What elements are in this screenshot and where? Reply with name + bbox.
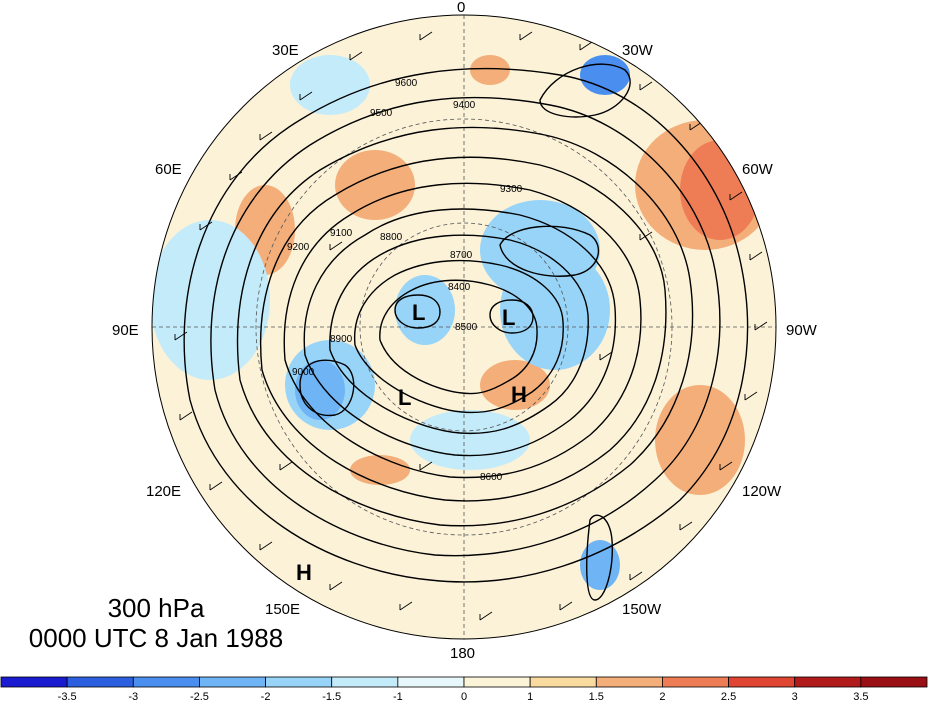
contour-label: 9100: [330, 228, 353, 239]
contour-label: 9500: [370, 108, 393, 119]
colorbar-tick-label: 1.5: [589, 691, 604, 702]
contour-label: 9300: [500, 184, 523, 195]
contour-label: 9400: [453, 100, 476, 111]
longitude-label: 150W: [622, 601, 662, 618]
high-center-marker: H: [511, 382, 527, 407]
colorbar-tick-label: 3.5: [853, 691, 868, 702]
colorbar-tick-label: -1.5: [322, 691, 341, 702]
colorbar-box: [529, 676, 597, 688]
graticule: [152, 15, 776, 639]
colorbar-box: [662, 676, 729, 688]
colorbar-box: [463, 676, 531, 688]
colorbar-box: [265, 676, 333, 688]
contour-label: 9000: [292, 367, 315, 378]
low-center-marker: L: [412, 300, 425, 325]
wind-barbs: [174, 31, 768, 621]
colorbar-tick-label: 1: [527, 691, 533, 702]
longitude-label: 60E: [155, 161, 182, 178]
colorbar-tick-label: -2.5: [190, 691, 209, 702]
pressure-centers: L L L H H: [296, 300, 527, 585]
low-center-marker: L: [398, 385, 411, 410]
colorbar-tick-label: -1: [393, 691, 403, 702]
low-center-marker: L: [502, 305, 515, 330]
colorbar-tick-label: 3: [792, 691, 798, 702]
colorbar-box: [331, 676, 399, 688]
valid-time-title: 0000 UTC 8 Jan 1988: [28, 623, 284, 653]
contour-labels: 9600 9500 9400 9300 9200 9100 9000 8900 …: [287, 78, 523, 483]
colorbar-box: [794, 676, 862, 688]
longitude-label: 30W: [622, 42, 654, 59]
colorbar-tick-label: -3: [128, 691, 138, 702]
longitude-label: 90W: [786, 322, 818, 339]
colorbar-box: [199, 676, 266, 688]
longitude-label: 90E: [112, 322, 139, 339]
contour-label: 8500: [455, 322, 478, 333]
polar-map: 9600 9500 9400 9300 9200 9100 9000 8900 …: [112, 0, 818, 662]
longitude-label: 60W: [742, 161, 774, 178]
contour-label: 9600: [395, 78, 418, 89]
longitude-label: 30E: [272, 42, 299, 59]
colorbar-box: [860, 676, 928, 688]
longitude-label: 120W: [742, 483, 782, 500]
longitude-labels: 0 30W 60W 90W 120W 150W 180 150E 120E 90…: [112, 0, 818, 662]
longitude-label: 180: [450, 645, 475, 662]
contour-label: 8600: [480, 472, 503, 483]
height-contours: [183, 63, 749, 601]
contour-label: 8400: [448, 282, 471, 293]
high-center-marker: H: [296, 560, 312, 585]
colorbar-tick-label: 0: [461, 691, 467, 702]
map-disk: [152, 15, 776, 639]
colorbar-box: [728, 676, 796, 688]
colorbar-tick-label: -3.5: [58, 691, 77, 702]
contour-label: 8700: [450, 250, 473, 261]
colorbar-box: [66, 676, 134, 688]
colorbar-boxes: [0, 676, 928, 688]
contour-label: 8900: [330, 334, 353, 345]
colorbar-tick-label: 2.5: [721, 691, 736, 702]
colorbar-tick-label: 2: [659, 691, 665, 702]
pressure-level-title: 300 hPa: [107, 593, 205, 623]
colorbar-box: [397, 676, 465, 688]
contour-label: 8800: [380, 232, 403, 243]
colorbar-box: [132, 676, 200, 688]
longitude-label: 120E: [146, 483, 181, 500]
colorbar-box: [595, 676, 663, 688]
longitude-label: 150E: [265, 601, 300, 618]
map-border: [151, 14, 777, 640]
colorbar-tick-label: -2: [261, 691, 271, 702]
colorbar-tick-labels: -3.5 -3 -2.5 -2 -1.5 -1 0 1 1.5 2 2.5 3 3.5: [58, 691, 869, 702]
colorbar-box: [0, 676, 68, 688]
contour-label: 9200: [287, 242, 310, 253]
longitude-label: 0: [457, 0, 465, 16]
anomaly-colorbar: -3.5 -3 -2.5 -2 -1.5 -1 0 1 1.5 2 2.5 3 3.5: [0, 676, 928, 702]
